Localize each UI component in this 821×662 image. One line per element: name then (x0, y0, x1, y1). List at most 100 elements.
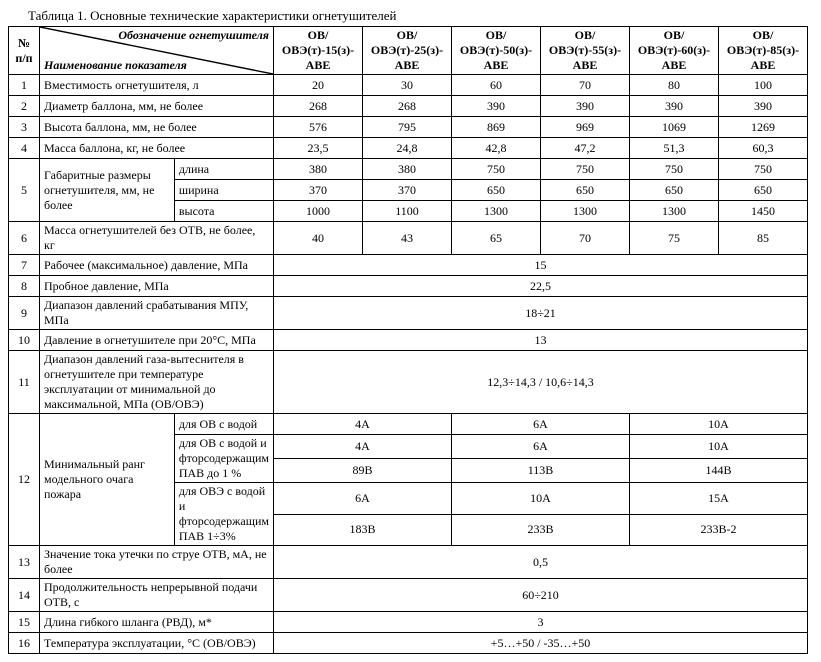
cell: 1100 (363, 201, 452, 222)
row-num: 8 (9, 276, 40, 297)
cell: 795 (363, 117, 452, 138)
table-row: 12 Минимальный ранг модельного очага пож… (9, 414, 808, 435)
sub-label: ширина (174, 180, 273, 201)
table-row: 3 Высота баллона, мм, не более 576 795 8… (9, 117, 808, 138)
row-name: Продолжительность непрерывной подачи ОТВ… (40, 579, 274, 612)
cell: 85 (719, 222, 808, 255)
cell-merged: 3 (274, 612, 808, 633)
cell: 65 (452, 222, 541, 255)
table-row: 10 Давление в огнетушителе при 20°С, МПа… (9, 330, 808, 351)
cell: 268 (274, 96, 363, 117)
cell: 650 (452, 180, 541, 201)
sub-label: для ОВ с водой и фторсодержащим ПАВ до 1… (174, 435, 273, 483)
row-name: Диапазон давлений срабатывания МПУ, МПа (40, 297, 274, 330)
cell: 10A (630, 435, 808, 459)
row-num: 12 (9, 414, 40, 546)
hdr-diagonal: Обозначение огнетушителя Наименование по… (40, 27, 274, 75)
row-num: 4 (9, 138, 40, 159)
cell: 390 (630, 96, 719, 117)
cell: 100 (719, 75, 808, 96)
row-name: Габаритные размеры огнетушителя, мм, не … (40, 159, 175, 222)
row-name: Вместимость огнетушителя, л (40, 75, 274, 96)
row-num: 2 (9, 96, 40, 117)
cell-merged: 12,3÷14,3 / 10,6÷14,3 (274, 351, 808, 414)
hdr-col-3: ОВ/ОВЭ(т)-50(з)-АВЕ (452, 27, 541, 75)
table-row: 13 Значение тока утечки по струе ОТВ, мА… (9, 546, 808, 579)
row-num: 1 (9, 75, 40, 96)
cell: 6A (452, 435, 630, 459)
header-row: № п/п Обозначение огнетушителя Наименова… (9, 27, 808, 75)
cell: 750 (452, 159, 541, 180)
row-name: Масса баллона, кг, не более (40, 138, 274, 159)
cell: 750 (541, 159, 630, 180)
cell: 42,8 (452, 138, 541, 159)
table-row: 15 Длина гибкого шланга (РВД), м* 3 (9, 612, 808, 633)
cell: 390 (719, 96, 808, 117)
cell: 1000 (274, 201, 363, 222)
cell: 1450 (719, 201, 808, 222)
cell: 650 (541, 180, 630, 201)
table-row: 2 Диаметр баллона, мм, не более 268 268 … (9, 96, 808, 117)
cell: 969 (541, 117, 630, 138)
sub-label: для ОВ с водой (174, 414, 273, 435)
cell: 47,2 (541, 138, 630, 159)
cell: 10A (452, 483, 630, 515)
table-row: 14 Продолжительность непрерывной подачи … (9, 579, 808, 612)
cell: 380 (274, 159, 363, 180)
row-name: Пробное давление, МПа (40, 276, 274, 297)
row-name: Температура эксплуатации, °С (ОВ/ОВЭ) (40, 633, 274, 654)
cell-merged: 18÷21 (274, 297, 808, 330)
cell: 650 (719, 180, 808, 201)
cell-merged: 15 (274, 255, 808, 276)
row-name: Диапазон давлений газа-вытеснителя в огн… (40, 351, 274, 414)
table-title: Таблица 1. Основные технические характер… (8, 8, 813, 24)
row-name: Минимальный ранг модельного очага пожара (40, 414, 175, 546)
table-row: 16 Температура эксплуатации, °С (ОВ/ОВЭ)… (9, 633, 808, 654)
cell: 20 (274, 75, 363, 96)
cell: 60 (452, 75, 541, 96)
hdr-top-label: Обозначение огнетушителя (118, 28, 269, 43)
cell: 4A (274, 414, 452, 435)
spec-table: № п/п Обозначение огнетушителя Наименова… (8, 26, 808, 654)
cell: 6A (452, 414, 630, 435)
cell: 70 (541, 75, 630, 96)
row-name: Давление в огнетушителе при 20°С, МПа (40, 330, 274, 351)
table-row: 8 Пробное давление, МПа 22,5 (9, 276, 808, 297)
cell: 1069 (630, 117, 719, 138)
cell: 370 (274, 180, 363, 201)
cell: 380 (363, 159, 452, 180)
row-name: Значение тока утечки по струе ОТВ, мА, н… (40, 546, 274, 579)
row-num: 10 (9, 330, 40, 351)
table-row: 4 Масса баллона, кг, не более 23,5 24,8 … (9, 138, 808, 159)
row-num: 5 (9, 159, 40, 222)
row-name: Высота баллона, мм, не более (40, 117, 274, 138)
cell: 60,3 (719, 138, 808, 159)
hdr-col-4: ОВ/ОВЭ(т)-55(з)-АВЕ (541, 27, 630, 75)
row-num: 6 (9, 222, 40, 255)
cell: 4A (274, 435, 452, 459)
row-num: 3 (9, 117, 40, 138)
cell: 1300 (630, 201, 719, 222)
cell: 15A (630, 483, 808, 515)
table-row: 7 Рабочее (максимальное) давление, МПа 1… (9, 255, 808, 276)
cell: 1269 (719, 117, 808, 138)
cell: 750 (630, 159, 719, 180)
table-row: 9 Диапазон давлений срабатывания МПУ, МП… (9, 297, 808, 330)
cell: 89В (274, 459, 452, 483)
row-num: 7 (9, 255, 40, 276)
table-row: 11 Диапазон давлений газа-вытеснителя в … (9, 351, 808, 414)
row-num: 11 (9, 351, 40, 414)
hdr-col-6: ОВ/ОВЭ(т)-85(з)-АВЕ (719, 27, 808, 75)
cell: 1300 (452, 201, 541, 222)
cell: 390 (452, 96, 541, 117)
hdr-bot-label: Наименование показателя (44, 58, 187, 73)
row-name: Длина гибкого шланга (РВД), м* (40, 612, 274, 633)
cell-merged: 22,5 (274, 276, 808, 297)
cell: 6A (274, 483, 452, 515)
row-num: 16 (9, 633, 40, 654)
cell: 40 (274, 222, 363, 255)
cell: 370 (363, 180, 452, 201)
row-num: 14 (9, 579, 40, 612)
cell: 268 (363, 96, 452, 117)
cell: 113В (452, 459, 630, 483)
